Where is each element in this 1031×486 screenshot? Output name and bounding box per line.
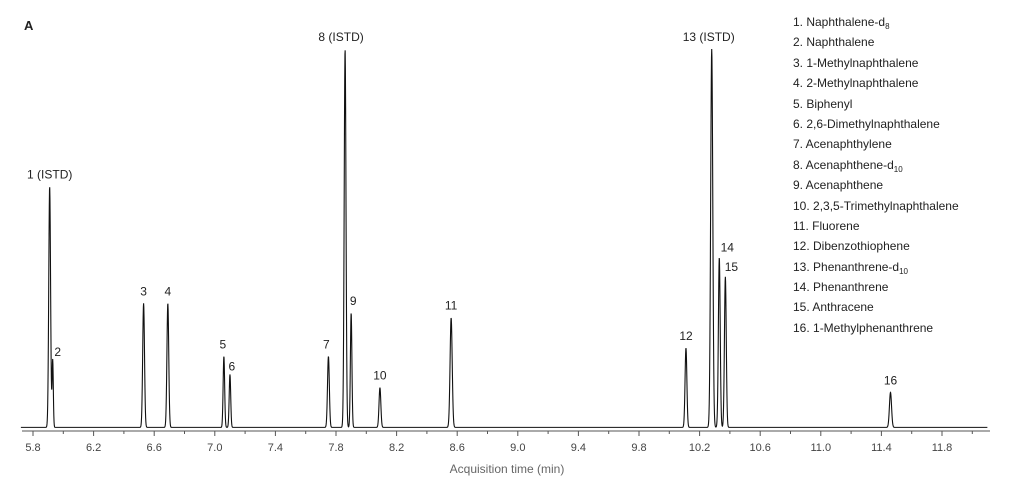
peak-label: 1 (ISTD)	[27, 167, 72, 181]
x-tick-label: 8.6	[450, 442, 465, 454]
legend-item: 5. Biphenyl	[793, 94, 959, 114]
legend-item-text: 7. Acenaphthylene	[793, 137, 892, 152]
legend-item: 3. 1-Methylnaphthalene	[793, 53, 959, 73]
legend-item-text: 13. Phenanthrene-d	[793, 259, 900, 274]
peak-label: 4	[164, 284, 171, 298]
legend-item-subscript: 10	[893, 164, 903, 174]
legend-item-text: 12. Dibenzothiophene	[793, 239, 910, 254]
legend-item-text: 8. Acenaphthene-d	[793, 157, 894, 172]
peak-label-layer: 1 (ISTD) 2 3 4 56 7 8 (ISTD) 9 10 11 12 13 (ISTD) 14…	[27, 30, 897, 387]
legend-item: 7. Acenaphthylene	[793, 134, 959, 154]
peak-label: 6	[229, 359, 236, 373]
x-tick-label: 5.8	[25, 442, 40, 454]
legend-item-text: 15. Anthracene	[793, 300, 874, 315]
x-tick-label: 11.4	[871, 442, 892, 454]
legend-item: 14. Phenanthrene	[793, 277, 959, 297]
peak-label: 3	[140, 284, 147, 298]
peak-label: 9	[350, 294, 357, 308]
x-tick-label: 9.0	[510, 442, 525, 454]
x-tick-label: 11.8	[932, 442, 953, 454]
x-tick-label: 7.4	[268, 442, 283, 454]
legend-item: 12. Dibenzothiophene	[793, 236, 959, 256]
legend-item-text: 3. 1-Methylnaphthalene	[793, 55, 919, 70]
x-axis: 5.8 6.2 6.6 7.0 7.4 7.8 8.2 8.6 9.0 9.4 9.8 10.2 10.…	[22, 430, 990, 454]
peak-label: 10	[373, 369, 387, 383]
legend-item-text: 2. Naphthalene	[793, 35, 875, 50]
legend-item-text: 9. Acenaphthene	[793, 178, 884, 193]
x-tick-label: 10.2	[689, 442, 710, 454]
peak-label: 11	[445, 299, 458, 313]
legend-item: 4. 2-Methylnaphthalene	[793, 73, 959, 93]
peak-label: 16	[884, 373, 898, 387]
x-tick-label: 8.2	[389, 442, 404, 454]
legend-item-text: 4. 2-Methylnaphthalene	[793, 76, 919, 91]
legend-item-text: 1. Naphthalene-d	[793, 15, 886, 29]
x-tick-label: 6.6	[147, 442, 162, 454]
peak-label: 2	[54, 345, 61, 359]
panel-label: A	[24, 18, 34, 33]
legend-item-subscript: 10	[899, 266, 908, 276]
legend-item-subscript: 8	[885, 22, 890, 31]
compound-legend: 1. Naphthalene-d8 2. Naphthalene 3. 1-Meth…	[793, 12, 959, 338]
legend-item: 16. 1-Methylphenanthrene	[793, 318, 959, 338]
x-tick-label: 9.4	[571, 442, 586, 454]
legend-item-text: 6. 2,6-Dimethylnaphthalene	[793, 116, 940, 131]
legend-item: 8. Acenaphthene-d10	[793, 155, 959, 175]
peak-label: 13 (ISTD)	[683, 30, 735, 44]
x-tick-label: 7.0	[207, 442, 222, 454]
legend-item-text: 16. 1-Methylphenanthrene	[793, 320, 934, 335]
x-tick-label: 9.8	[631, 442, 646, 454]
chromatogram-trace	[20, 48, 988, 428]
peak-label: 15	[725, 260, 739, 274]
peak-label: 7	[323, 337, 330, 351]
peak-label: 12	[679, 329, 693, 343]
legend-item: 1. Naphthalene-d8	[793, 12, 959, 32]
legend-item: 13. Phenanthrene-d10	[793, 257, 959, 277]
legend-item-text: 14. Phenanthrene	[793, 280, 889, 295]
x-tick-label: 10.6	[749, 442, 770, 454]
legend-item: 10. 2,3,5-Trimethylnaphthalene	[793, 196, 959, 216]
x-tick-label: 6.2	[86, 442, 101, 454]
legend-item-text: 11. Fluorene	[793, 218, 860, 233]
peak-label: 5	[220, 337, 227, 351]
x-tick-label: 11.0	[811, 442, 832, 454]
x-tick-label: 7.8	[328, 442, 343, 454]
peak-label: 14	[721, 241, 735, 255]
legend-item: 6. 2,6-Dimethylnaphthalene	[793, 114, 959, 134]
legend-item-text: 5. Biphenyl	[793, 96, 853, 111]
legend-item: 2. Naphthalene	[793, 32, 959, 52]
legend-item: 9. Acenaphthene	[793, 175, 959, 195]
legend-item-text: 10. 2,3,5-Trimethylnaphthalene	[793, 198, 959, 213]
peak-label: 8 (ISTD)	[318, 30, 363, 44]
x-axis-title: Acquisition time (min)	[450, 462, 565, 476]
trace-layer	[20, 48, 988, 428]
legend-item: 15. Anthracene	[793, 297, 959, 317]
legend-item: 11. Fluorene	[793, 216, 959, 236]
